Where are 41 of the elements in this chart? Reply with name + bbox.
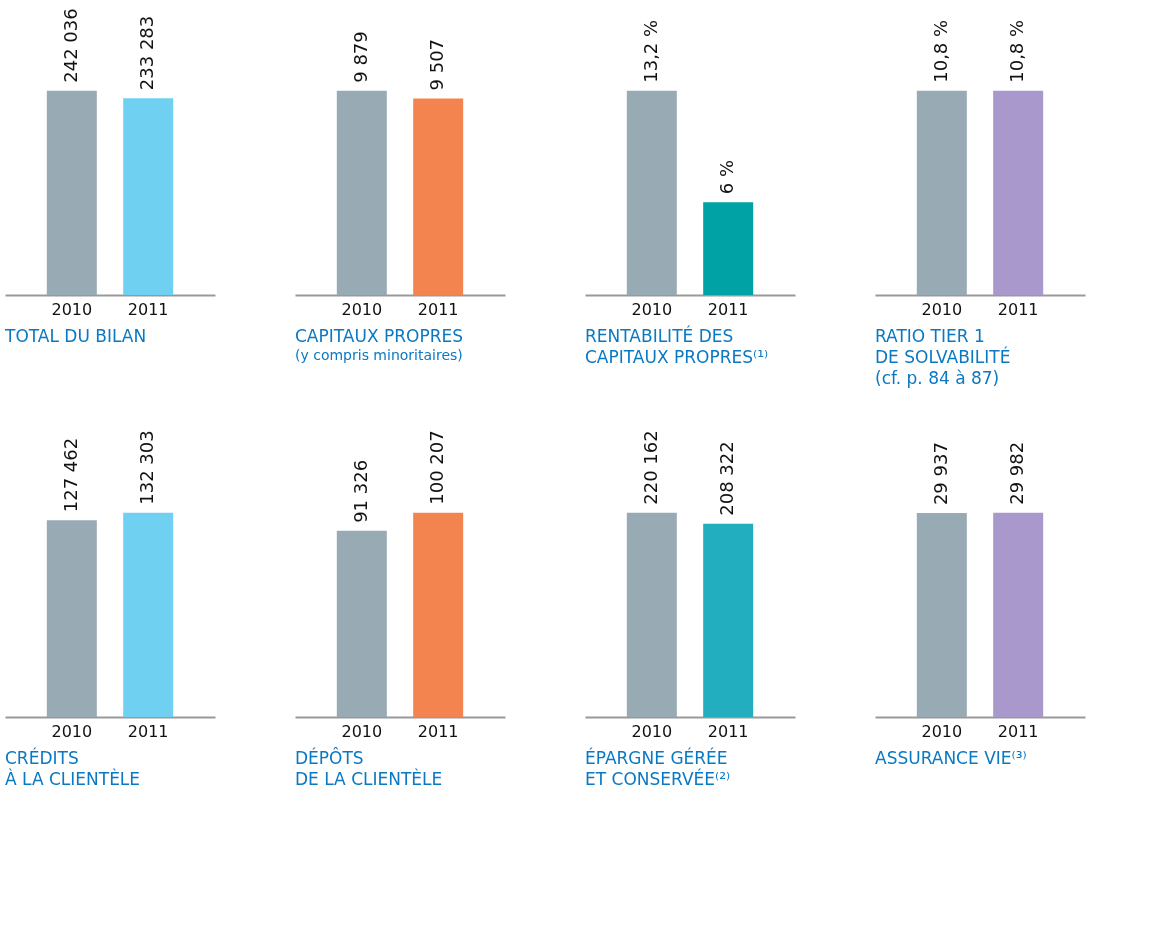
- x-tick-label: 2010: [631, 721, 673, 741]
- text: CAPITAUX PROPRES: [295, 326, 463, 346]
- x-tick-label: 2010: [631, 299, 673, 319]
- x-tick-label: 2011: [997, 299, 1039, 319]
- x-tick-label: 2010: [341, 299, 383, 319]
- x-tick-label: 2010: [51, 721, 93, 741]
- data-label: 10,8 %: [1006, 19, 1028, 83]
- text: CRÉDITS À LA CLIENTÈLE: [5, 747, 141, 789]
- data-label: 208 322: [716, 441, 738, 516]
- text: DÉPÔTS DE LA CLIENTÈLE: [295, 747, 443, 789]
- x-tick-label: 2011: [127, 299, 169, 319]
- data-label: 242 036: [59, 8, 81, 83]
- data-label: 127 462: [59, 437, 81, 513]
- x-tick-label: 2011: [997, 721, 1039, 741]
- x-tick-label: 2010: [921, 299, 963, 319]
- x-tick-label: 2011: [417, 299, 459, 319]
- data-label: 220 162: [639, 430, 661, 505]
- text: ASSURANCE VIE⁽³⁾: [875, 748, 1027, 768]
- text: (y compris minoritaires): [295, 347, 463, 363]
- data-label: 100 207: [426, 430, 448, 505]
- data-label: 13,2 %: [639, 19, 661, 83]
- x-tick-label: 2010: [341, 721, 383, 741]
- data-label: 91 326: [349, 459, 371, 523]
- x-tick-label: 2011: [417, 721, 459, 741]
- data-label: 10,8 %: [929, 19, 951, 83]
- x-tick-label: 2010: [51, 299, 93, 319]
- x-tick-label: 2010: [921, 721, 963, 741]
- x-tick-label: 2011: [127, 721, 169, 741]
- x-tick-label: 2011: [707, 299, 749, 319]
- data-label: 29 982: [1006, 441, 1028, 505]
- text: TOTAL DU BILAN: [4, 326, 147, 346]
- text: ÉPARGNE GÉRÉE ET CONSERVÉE⁽²⁾: [585, 747, 731, 789]
- data-label: 9 879: [349, 31, 371, 83]
- data-label: 233 283: [136, 15, 158, 91]
- data-label: 9 507: [426, 38, 448, 91]
- text: RATIO TIER 1 DE SOLVABILITÉ (cf. p. 84 à 87): [875, 326, 1011, 388]
- data-label: 132 303: [136, 430, 158, 505]
- text: RENTABILITÉ DES CAPITAUX PROPRES⁽¹⁾: [585, 325, 769, 367]
- data-label: 29 937: [929, 442, 951, 506]
- data-label: 6 %: [716, 159, 738, 195]
- x-tick-label: 2011: [707, 721, 749, 741]
